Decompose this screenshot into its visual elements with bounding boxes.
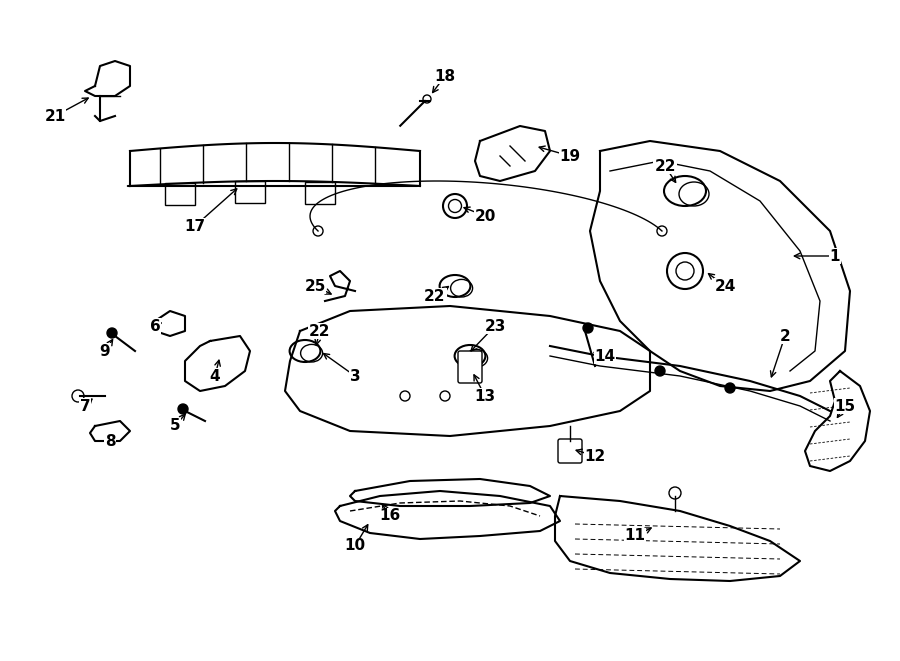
Text: 21: 21 [44,108,66,124]
Text: 4: 4 [210,368,220,383]
Text: 17: 17 [184,219,205,233]
FancyBboxPatch shape [235,181,265,203]
Circle shape [655,366,665,376]
Text: 3: 3 [350,368,360,383]
Text: 24: 24 [715,278,735,293]
Circle shape [107,328,117,338]
Text: 22: 22 [310,323,331,338]
Circle shape [725,383,735,393]
Text: 2: 2 [779,329,790,344]
Text: 22: 22 [424,288,446,303]
FancyBboxPatch shape [305,182,335,204]
Text: 19: 19 [560,149,580,163]
Text: 15: 15 [834,399,856,414]
Text: 14: 14 [594,348,616,364]
Text: 9: 9 [100,344,111,358]
Text: 22: 22 [654,159,676,173]
Text: 23: 23 [484,319,506,334]
Text: 20: 20 [474,208,496,223]
Text: 16: 16 [380,508,400,524]
Text: 11: 11 [625,529,645,543]
Circle shape [178,404,188,414]
Text: 6: 6 [149,319,160,334]
Text: 18: 18 [435,69,455,83]
Text: 5: 5 [170,418,180,434]
Circle shape [583,323,593,333]
Text: 8: 8 [104,434,115,449]
Text: 1: 1 [830,249,841,264]
Text: 13: 13 [474,389,496,403]
FancyBboxPatch shape [458,351,482,383]
Text: 12: 12 [584,449,606,463]
FancyBboxPatch shape [165,184,195,206]
FancyBboxPatch shape [558,439,582,463]
Text: 10: 10 [345,539,365,553]
Text: 7: 7 [80,399,90,414]
Text: 25: 25 [304,278,326,293]
